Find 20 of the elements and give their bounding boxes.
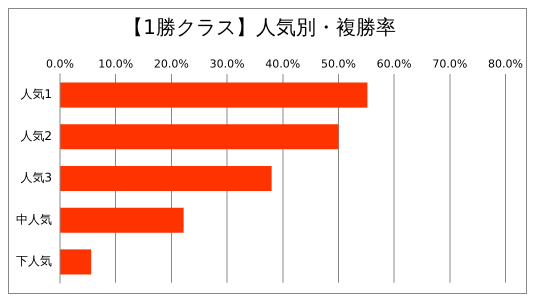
bar [60,208,184,233]
bar [60,124,338,150]
x-tick-label: 10.0% [98,57,134,70]
bar [60,166,272,192]
x-tick-label: 50.0% [320,57,356,70]
x-tick-label: 40.0% [265,57,300,70]
x-tick-label: 30.0% [210,57,245,70]
x-tick-label: 80.0% [488,57,524,70]
x-tick-label: 20.0% [154,57,189,70]
bar [60,82,368,108]
x-tick-label: 60.0% [376,57,412,70]
y-tick-label: 人気2 [20,128,52,143]
chart-title: 【1勝クラス】人気別・複勝率 [123,15,396,40]
y-tick-label: 中人気 [16,212,52,226]
x-tick-label: 70.0% [432,57,468,70]
y-tick-label: 人気1 [20,87,52,102]
y-tick-label: 人気3 [20,170,52,185]
y-tick-label: 下人気 [16,254,52,268]
bar [60,249,92,274]
x-tick-label: 0.0% [46,57,74,70]
